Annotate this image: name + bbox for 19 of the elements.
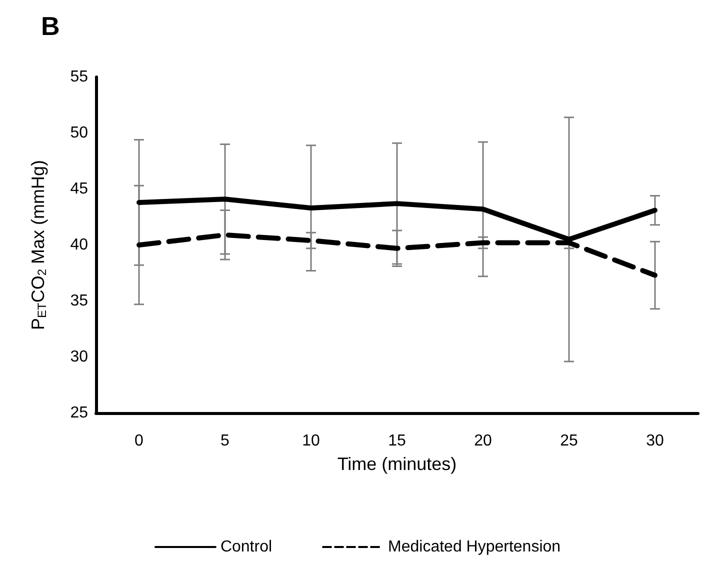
- y-axis-title: PETCO2 Max (mmHg): [28, 160, 49, 330]
- x-tick-label: 5: [220, 432, 230, 450]
- x-tick-label: 25: [560, 432, 578, 450]
- y-tick-label: 35: [70, 292, 88, 310]
- x-tick-label: 30: [646, 432, 664, 450]
- chart-title: B: [41, 11, 60, 41]
- y-tick-label: 25: [70, 404, 88, 422]
- x-tick-label: 20: [474, 432, 492, 450]
- y-tick-label: 55: [70, 68, 88, 86]
- y-tick-label: 40: [70, 236, 88, 254]
- y-tick-label: 30: [70, 348, 88, 366]
- legend-label: Control: [220, 538, 272, 556]
- x-axis-title: Time (minutes): [337, 454, 457, 474]
- x-tick-label: 15: [388, 432, 406, 450]
- x-tick-label: 10: [302, 432, 320, 450]
- y-tick-label: 50: [70, 124, 88, 142]
- y-tick-label: 45: [70, 180, 88, 198]
- x-tick-label: 0: [134, 432, 144, 450]
- legend-label: Medicated Hypertension: [388, 538, 561, 556]
